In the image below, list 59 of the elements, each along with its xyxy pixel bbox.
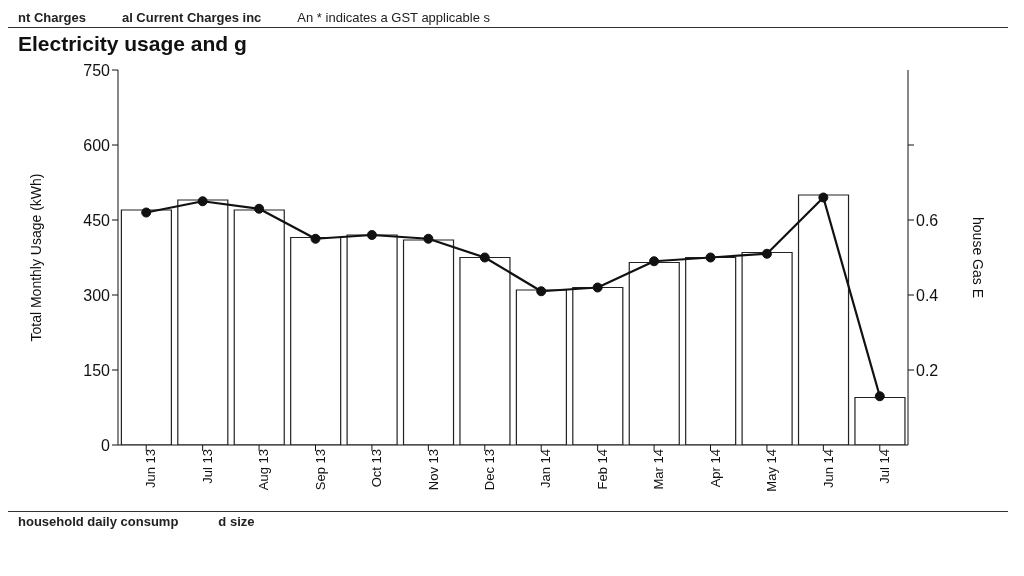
point — [592, 282, 603, 293]
point — [705, 252, 716, 263]
x-tick-label: Dec 13 — [482, 449, 498, 491]
bar — [628, 261, 680, 445]
x-tick-label: Feb 14 — [594, 449, 610, 490]
bar — [459, 256, 511, 445]
y2-tick-label: 0.6 — [916, 211, 939, 229]
point — [818, 192, 829, 203]
x-tick-label: Jul 14 — [877, 449, 893, 484]
x-tick-label: Oct 13 — [369, 449, 385, 488]
x-tick-label: Jun 14 — [820, 449, 836, 489]
y-tick-label: 600 — [83, 136, 111, 154]
point — [197, 196, 208, 207]
point — [874, 391, 885, 402]
text: nt Charges — [18, 10, 86, 25]
y-tick-label: 450 — [83, 211, 111, 229]
y-tick-label: 150 — [83, 361, 111, 379]
x-tick-label: May 14 — [764, 449, 780, 492]
chart-title: Electricity usage and g — [17, 31, 248, 56]
x-tick-label: Jan 14 — [538, 449, 554, 489]
y2-tick-label: 0.4 — [916, 286, 939, 304]
point — [141, 207, 152, 218]
x-tick-label: Aug 13 — [256, 449, 272, 491]
x-tick-label: Nov 13 — [425, 449, 441, 491]
point — [366, 230, 377, 240]
bar — [797, 194, 850, 445]
y-tick-label: 0 — [101, 436, 111, 454]
y-tick-label: 300 — [83, 286, 111, 304]
bar — [854, 396, 906, 445]
point — [761, 248, 772, 259]
y-tick-label: 750 — [83, 61, 111, 79]
bar — [177, 199, 229, 445]
bar — [685, 256, 737, 445]
point — [310, 233, 321, 244]
x-tick-label: Sep 13 — [312, 449, 328, 491]
point — [423, 233, 434, 244]
point — [536, 286, 547, 297]
y-axis-title: Total Monthly Usage (kWh) — [27, 173, 44, 342]
x-tick-label: Apr 14 — [707, 449, 723, 488]
point — [254, 203, 265, 214]
x-tick-label: Jul 13 — [199, 449, 215, 484]
point — [479, 252, 490, 263]
bar — [741, 251, 793, 445]
text: d size — [218, 514, 255, 529]
y2-tick-label: 0.2 — [916, 361, 939, 379]
text: household daily consump — [18, 514, 179, 529]
bar — [346, 234, 398, 445]
x-tick-label: Jun 13 — [143, 449, 159, 489]
point — [649, 256, 660, 267]
bar — [120, 209, 172, 445]
bar — [572, 286, 624, 445]
text: al Current Charges inc — [121, 10, 262, 25]
bar — [233, 209, 285, 445]
x-tick-label: Mar 14 — [651, 449, 667, 490]
bar — [402, 239, 455, 445]
bar — [515, 289, 567, 445]
y2-axis-title: house Gas E — [970, 217, 987, 298]
text: An * indicates a GST applicable s — [297, 10, 491, 25]
bar — [290, 236, 342, 445]
